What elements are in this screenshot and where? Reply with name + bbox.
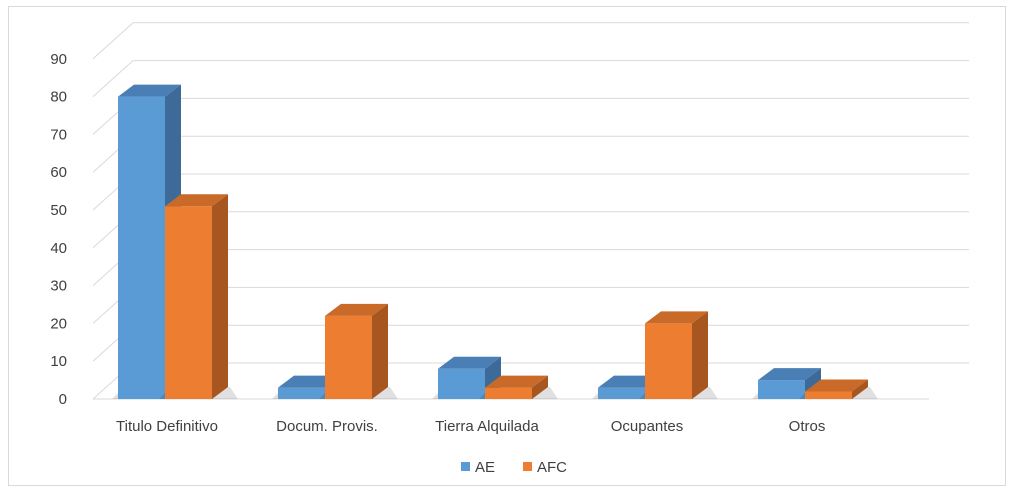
bar-afc: [479, 375, 558, 399]
bar-afc: [319, 303, 398, 399]
legend-item-ae: AE: [461, 459, 495, 476]
y-tick-label: 70: [50, 126, 67, 143]
legend-swatch: [461, 462, 470, 471]
legend-item-afc: AFC: [523, 459, 567, 476]
legend-swatch: [523, 462, 532, 471]
x-category-label: Tierra Alquilada: [435, 418, 539, 435]
bar-afc: [639, 311, 718, 399]
gridline: [92, 97, 969, 135]
legend-label: AFC: [537, 459, 567, 476]
gridline: [92, 135, 969, 173]
legend-label: AE: [475, 459, 495, 476]
y-tick-label: 40: [50, 240, 67, 257]
x-category-label: Titulo Definitivo: [116, 418, 218, 435]
bar-chart: 0 10 20 30 40 50 60 70 80 90 Titulo Definitivo Doc…: [50, 22, 969, 476]
y-axis-ticks: 0 10 20 30 40 50 60 70 80 90: [50, 51, 67, 408]
y-tick-label: 0: [59, 391, 67, 408]
x-category-label: Ocupantes: [611, 418, 684, 435]
x-category-label: Otros: [789, 418, 826, 435]
y-tick-label: 80: [50, 89, 67, 106]
y-tick-label: 60: [50, 164, 67, 181]
bar-afc: [799, 379, 878, 399]
legend: AE AFC: [461, 459, 567, 476]
bar-afc: [159, 194, 238, 399]
gridline: [92, 60, 969, 97]
y-tick-label: 10: [50, 353, 67, 370]
chart-frame: 0 10 20 30 40 50 60 70 80 90 Titulo Definitivo Doc…: [8, 6, 1006, 486]
x-category-label: Docum. Provis.: [276, 418, 378, 435]
y-tick-label: 90: [50, 51, 67, 68]
y-tick-label: 20: [50, 315, 67, 332]
x-axis-labels: Titulo Definitivo Docum. Provis. Tierra Al…: [116, 418, 825, 435]
gridlines: [92, 22, 969, 400]
bars: [112, 84, 878, 399]
gridline: [92, 22, 969, 60]
y-tick-label: 50: [50, 202, 67, 219]
y-tick-label: 30: [50, 278, 67, 295]
